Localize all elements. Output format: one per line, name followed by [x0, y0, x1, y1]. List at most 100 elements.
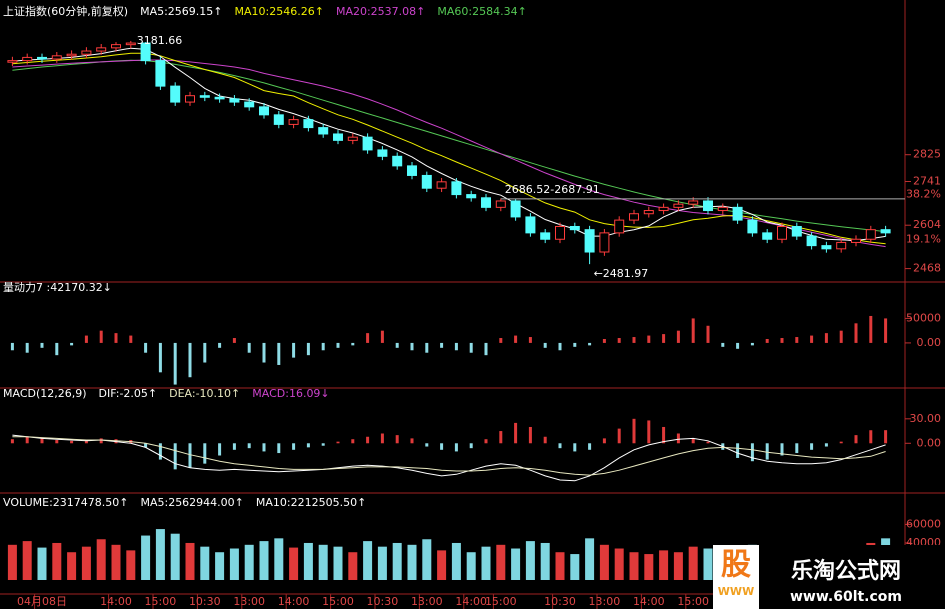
volume-bar [422, 539, 432, 580]
candle-body [673, 203, 684, 208]
series-line [12, 434, 886, 482]
x-tick-label: 13:00 [411, 595, 443, 608]
volume-bar [244, 544, 254, 580]
candle-body [170, 85, 181, 103]
candle-body [303, 119, 314, 129]
candle-body [244, 101, 255, 108]
volume-bar [540, 542, 550, 580]
volume-bar [348, 552, 358, 580]
legend-label: MA10:2546.26↑ [235, 5, 324, 18]
volume-bar [570, 554, 580, 580]
candle-body [851, 238, 861, 243]
fib-label: 38.2% [906, 188, 941, 201]
volume-bar [96, 539, 106, 580]
volume-bar [466, 552, 476, 580]
candle-body [791, 225, 802, 237]
annotation: 2686.52-2687.91 [505, 183, 600, 196]
volume-bar [407, 544, 417, 580]
candle-body [7, 60, 18, 63]
legend-label: MA5:2569.15↑ [140, 5, 222, 18]
candle-body [140, 42, 151, 62]
volume-bar [289, 547, 299, 580]
y-tick-label: 2741 [913, 175, 941, 188]
volume-bar [141, 535, 151, 580]
volume-bar [185, 542, 195, 580]
candle-body [880, 229, 891, 234]
candle-body [732, 206, 743, 221]
x-tick-label: 13:00 [233, 595, 265, 608]
x-tick-label: 15:00 [485, 595, 517, 608]
volume-bar [67, 552, 77, 580]
volume-bar [688, 546, 698, 580]
candle-body [451, 181, 462, 196]
candle-body [569, 225, 580, 231]
candle-body [259, 106, 269, 116]
candle-body [525, 216, 536, 234]
volume-bar [437, 550, 447, 580]
volume-bar [629, 552, 639, 580]
x-tick-label: 13:00 [589, 595, 621, 608]
x-tick-label: 15:00 [677, 595, 709, 608]
x-tick-label: 14:00 [455, 595, 487, 608]
volume-bar [229, 548, 239, 580]
volume-bar [392, 542, 402, 580]
candle-body [377, 149, 388, 157]
volume-bar [111, 544, 121, 580]
candle-body [22, 56, 33, 62]
volume-bar [7, 544, 17, 580]
candle-body [199, 95, 210, 98]
y-tick-label: 0.00 [917, 336, 942, 349]
legend-label: MACD:16.09↓ [252, 387, 329, 400]
x-tick-label: 14:00 [278, 595, 310, 608]
candle-body [865, 229, 876, 240]
candle-body [540, 232, 551, 240]
y-tick-label: 0.00 [917, 436, 942, 449]
candle-body [288, 119, 299, 125]
candle-body [66, 53, 77, 57]
candle-body [762, 232, 773, 240]
x-tick-label: 04月08日 [17, 595, 67, 608]
legend-label: MA60:2584.34↑ [437, 5, 526, 18]
volume-bar [481, 546, 491, 580]
watermark-logo: 股 [721, 548, 751, 583]
volume-bar [155, 529, 165, 580]
candle-body [688, 200, 699, 205]
candle-body [421, 174, 432, 189]
volume-bar [170, 533, 180, 580]
volume-bar [215, 552, 225, 580]
watermark-logo-bg [713, 545, 759, 609]
candle-body [273, 114, 284, 125]
volume-bar [37, 547, 47, 580]
volume-bar [318, 544, 328, 580]
legend-label: MA20:2537.08↑ [336, 5, 425, 18]
candle-body [703, 200, 713, 212]
candle-body [125, 42, 136, 46]
volume-bar [200, 546, 210, 580]
volume-bar [259, 541, 269, 580]
candle-body [821, 245, 832, 250]
x-tick-label: 15:00 [145, 595, 177, 608]
volume-bar [22, 541, 32, 580]
volume-bar [363, 541, 373, 580]
candle-body [185, 95, 195, 103]
candle-body [836, 241, 847, 250]
candle-body [347, 136, 358, 141]
candle-body [229, 98, 240, 103]
candle-body [362, 136, 373, 151]
x-tick-label: 14:00 [100, 595, 132, 608]
fib-label: 19.1% [906, 232, 941, 245]
watermark-bg [759, 545, 945, 609]
volume-bar [451, 542, 461, 580]
y-tick-label: 30.00 [910, 412, 942, 425]
x-tick-label: 10:30 [367, 595, 399, 608]
candle-body [81, 50, 92, 55]
watermark-url: www.60lt.com [790, 589, 902, 605]
x-tick-label: 10:30 [189, 595, 221, 608]
y-tick-label: 2604 [913, 218, 941, 231]
candle-body [214, 96, 225, 100]
candle-body [584, 229, 595, 253]
volume-bar [511, 548, 521, 580]
